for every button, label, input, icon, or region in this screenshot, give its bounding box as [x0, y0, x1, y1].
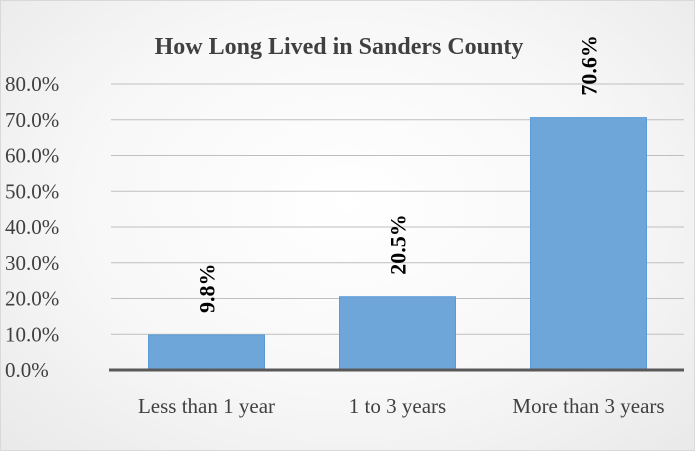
x-axis-categories: Less than 1 year 1 to 3 years More than 3 …: [138, 394, 665, 418]
y-tick-label: 30.0%: [5, 251, 59, 275]
y-axis-ticks: 0.0% 10.0% 20.0% 30.0% 40.0% 50.0% 60.0% 70.0% 8…: [5, 72, 59, 382]
chart-title: How Long Lived in Sanders County: [155, 34, 524, 60]
category-label: More than 3 years: [512, 394, 664, 418]
gridlines: [111, 83, 684, 335]
y-tick-label: 20.0%: [5, 287, 59, 311]
bar: [339, 296, 456, 371]
y-tick-label: 10.0%: [5, 322, 59, 346]
data-label: 70.6%: [577, 35, 602, 96]
y-tick-label: 80.0%: [5, 72, 59, 96]
y-tick-label: 70.0%: [5, 108, 59, 132]
bars: [148, 117, 647, 371]
bar: [530, 117, 647, 371]
category-label: Less than 1 year: [138, 394, 275, 418]
bar: [148, 334, 265, 371]
data-label: 20.5%: [386, 214, 411, 275]
y-tick-label: 0.0%: [5, 358, 49, 382]
category-label: 1 to 3 years: [349, 394, 446, 418]
y-tick-label: 50.0%: [5, 179, 59, 203]
data-label: 9.8%: [195, 263, 220, 313]
data-labels: 9.8% 20.5% 70.6%: [195, 35, 602, 313]
y-tick-label: 60.0%: [5, 144, 59, 168]
y-tick-label: 40.0%: [5, 215, 59, 239]
